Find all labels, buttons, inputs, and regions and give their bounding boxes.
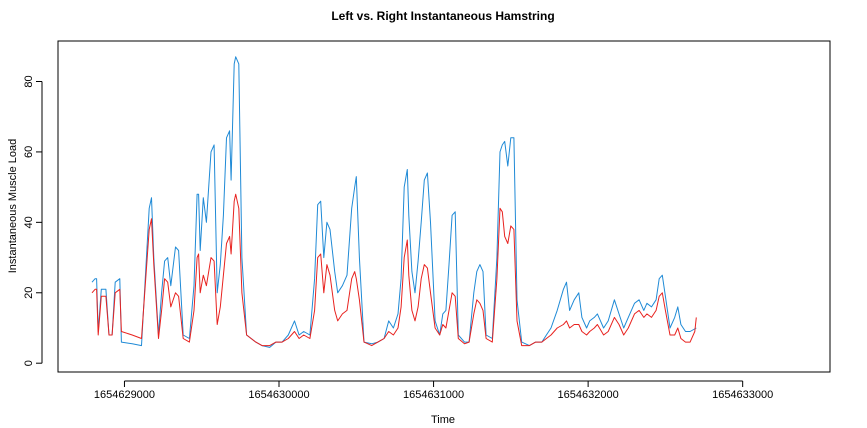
x-tick-label: 1654633000 (712, 389, 773, 401)
x-axis: 1654629000 1654630000 1654631000 1654632000… (94, 380, 773, 401)
series-layer (91, 56, 697, 348)
y-tick-label: 40 (23, 216, 35, 228)
x-tick-label: 1654631000 (403, 389, 464, 401)
x-tick-label: 1654630000 (248, 389, 309, 401)
x-tick-label: 1654629000 (94, 389, 155, 401)
plot-box (57, 40, 831, 373)
y-tick-label: 0 (23, 360, 35, 366)
series-line-blue (91, 56, 697, 348)
y-tick-label: 80 (23, 75, 35, 87)
chart-title: Left vs. Right Instantaneous Hamstring (331, 9, 554, 23)
y-tick-label: 60 (23, 146, 35, 158)
y-axis: 0 20 40 60 80 (23, 75, 43, 366)
series-line-red (91, 193, 697, 347)
x-axis-label: Time (431, 414, 455, 426)
x-tick-label: 1654632000 (558, 389, 619, 401)
y-axis-label: Instantaneous Muscle Load (7, 139, 19, 274)
y-tick-label: 20 (23, 287, 35, 299)
